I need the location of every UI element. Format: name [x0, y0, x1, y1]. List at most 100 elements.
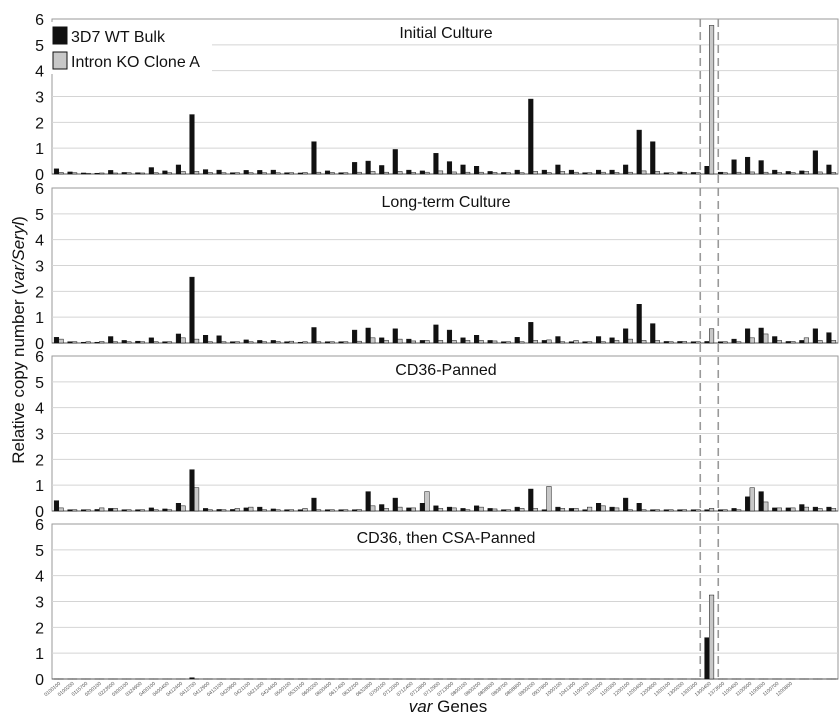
- bar-wt: [202, 335, 209, 344]
- bar-wt: [67, 509, 73, 512]
- bar-wt: [419, 170, 425, 175]
- bar-ko: [207, 341, 213, 344]
- bar-wt: [758, 491, 764, 512]
- bar-ko: [763, 501, 769, 512]
- bar-wt: [433, 505, 439, 512]
- bar-wt: [555, 164, 561, 175]
- bar-wt: [108, 508, 114, 512]
- bar-wt: [785, 507, 791, 512]
- bar-wt: [663, 341, 669, 344]
- bar-wt: [812, 150, 818, 175]
- bar-ko: [126, 172, 132, 175]
- bar-ko: [709, 328, 715, 344]
- bar-ko: [275, 172, 281, 175]
- bar-wt: [121, 509, 127, 512]
- bar-wt: [704, 341, 710, 344]
- bar-ko: [668, 172, 674, 175]
- bar-ko: [302, 508, 308, 512]
- bar-wt: [338, 509, 344, 512]
- bar-wt: [148, 167, 154, 175]
- bar-ko: [112, 508, 118, 512]
- bar-wt: [148, 507, 154, 512]
- bar-ko: [316, 341, 322, 344]
- bar-ko: [654, 340, 660, 344]
- bar-wt: [731, 338, 737, 344]
- bar-wt: [677, 509, 683, 512]
- bar-ko: [709, 25, 715, 175]
- bar-ko: [546, 486, 552, 512]
- bar-ko: [139, 509, 145, 512]
- bar-wt: [270, 340, 276, 344]
- bar-wt: [433, 324, 439, 344]
- bar-ko: [519, 508, 525, 512]
- bar-ko: [492, 508, 498, 512]
- bar-ko: [356, 340, 362, 344]
- panels: 0 1 2 3 4 5 6 Initial Culture 0 1 2 3 4 5 6 Long-term C…: [35, 12, 839, 698]
- bar-ko: [397, 338, 403, 344]
- bar-wt: [257, 340, 263, 344]
- bar-ko: [695, 509, 701, 512]
- bar-wt: [243, 507, 249, 512]
- bar-ko: [234, 172, 240, 175]
- bar-ko: [424, 491, 430, 512]
- bar-ko: [248, 506, 254, 512]
- bar-wt: [663, 509, 669, 512]
- bar-ko: [180, 505, 186, 512]
- bar-ko: [410, 340, 416, 344]
- bar-wt: [230, 172, 236, 175]
- y-tick-label: 1: [35, 646, 44, 663]
- bar-ko: [478, 506, 484, 512]
- bar-ko: [248, 172, 254, 175]
- y-axis-label-italic: var/Seryl: [9, 221, 28, 289]
- bar-wt: [379, 337, 385, 344]
- bar-wt: [311, 497, 317, 512]
- bar-wt: [189, 114, 195, 175]
- y-tick-label: 6: [35, 349, 44, 366]
- bar-ko: [194, 338, 200, 344]
- bar-ko: [532, 340, 538, 344]
- bar-wt: [81, 341, 87, 344]
- bar-ko: [749, 487, 755, 512]
- bar-ko: [790, 507, 796, 512]
- bar-wt: [595, 336, 602, 344]
- bar-ko: [830, 172, 837, 175]
- bar-ko: [221, 341, 227, 344]
- bar-wt: [731, 508, 737, 512]
- bar-ko: [288, 340, 295, 344]
- bar-ko: [803, 337, 809, 344]
- bar-ko: [817, 508, 823, 512]
- y-tick-label: 3: [35, 427, 44, 444]
- bar-wt: [582, 341, 588, 344]
- bar-ko: [139, 172, 145, 175]
- bar-ko: [194, 171, 200, 175]
- bar-wt: [717, 341, 724, 344]
- panel-2: 0 1 2 3 4 5 6 CD36-Panned: [35, 349, 839, 521]
- bar-ko: [288, 509, 295, 512]
- bar-ko: [573, 508, 579, 512]
- bar-wt: [595, 169, 602, 175]
- bar-ko: [817, 171, 823, 175]
- bar-wt: [785, 171, 791, 175]
- bar-ko: [627, 509, 633, 512]
- bar-wt: [162, 341, 168, 344]
- bar-ko: [790, 172, 796, 175]
- bar-ko: [695, 341, 701, 344]
- bar-wt: [148, 337, 154, 344]
- bar-wt: [311, 141, 317, 175]
- bar-ko: [166, 341, 173, 344]
- bar-ko: [370, 171, 376, 175]
- bar-wt: [745, 496, 751, 512]
- bar-ko: [424, 171, 430, 175]
- bar-ko: [614, 340, 620, 344]
- bar-wt: [704, 166, 710, 175]
- bar-wt: [623, 328, 629, 344]
- bar-wt: [284, 172, 290, 175]
- bar-wt: [189, 276, 195, 344]
- bar-ko: [221, 509, 227, 512]
- bar-ko: [722, 509, 728, 512]
- bar-ko: [261, 341, 267, 344]
- bar-ko: [654, 509, 660, 512]
- bar-ko: [587, 172, 593, 175]
- bar-wt: [826, 506, 832, 512]
- bar-ko: [207, 509, 213, 512]
